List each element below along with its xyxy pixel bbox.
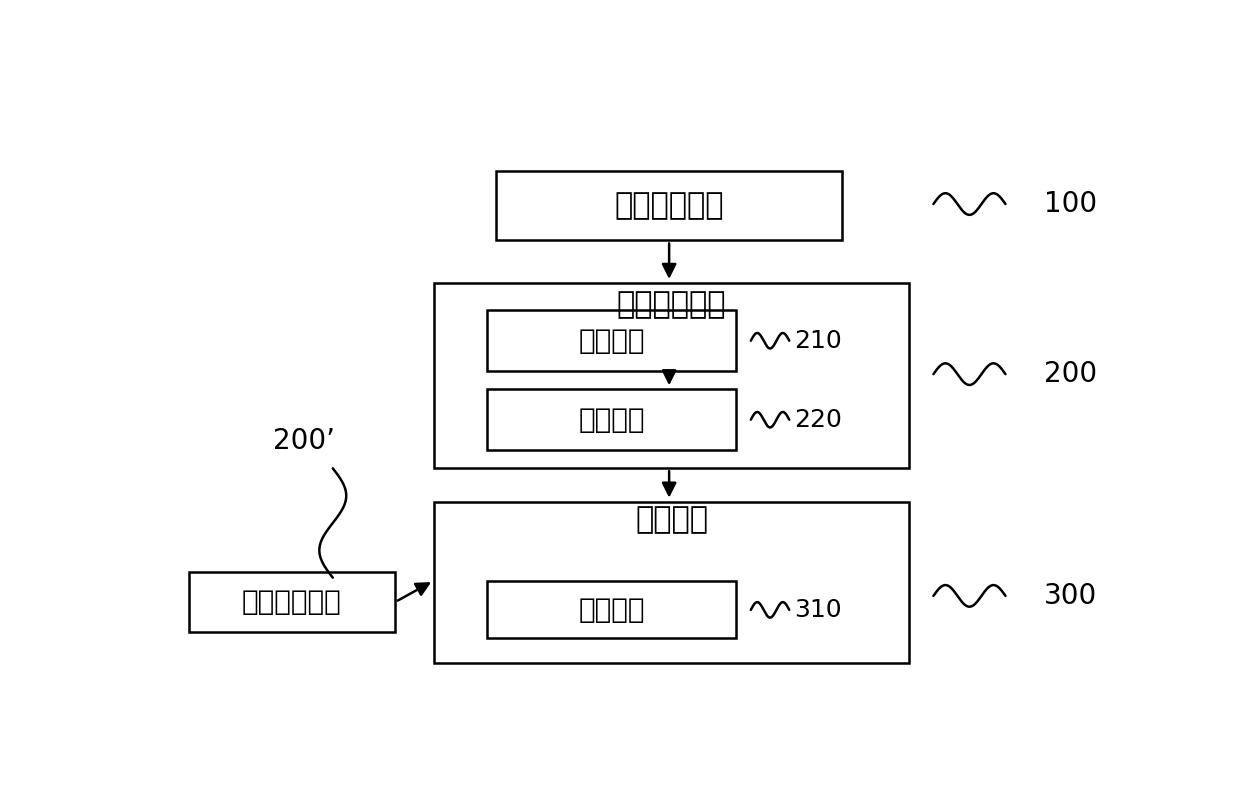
Text: 310: 310	[794, 598, 842, 622]
Text: 显示模块: 显示模块	[635, 506, 708, 534]
Bar	[496, 170, 842, 241]
Text: 210: 210	[794, 329, 842, 353]
Bar	[434, 502, 909, 663]
Text: 200: 200	[1044, 360, 1097, 388]
Bar	[486, 389, 737, 450]
Text: 100: 100	[1044, 190, 1097, 218]
Text: 220: 220	[794, 408, 842, 432]
Text: 参数查询模块: 参数查询模块	[616, 290, 727, 319]
Bar	[434, 283, 909, 469]
Text: 300: 300	[1044, 582, 1097, 610]
Text: 指令获取模块: 指令获取模块	[242, 588, 342, 616]
Text: 判断单元: 判断单元	[578, 596, 645, 623]
Bar	[486, 581, 737, 638]
Bar	[486, 310, 737, 371]
Text: 解析单元: 解析单元	[578, 327, 645, 355]
Text: 参数获取模块: 参数获取模块	[614, 191, 724, 220]
Bar	[188, 571, 396, 632]
Text: 200’: 200’	[273, 427, 335, 455]
Text: 查询单元: 查询单元	[578, 406, 645, 434]
